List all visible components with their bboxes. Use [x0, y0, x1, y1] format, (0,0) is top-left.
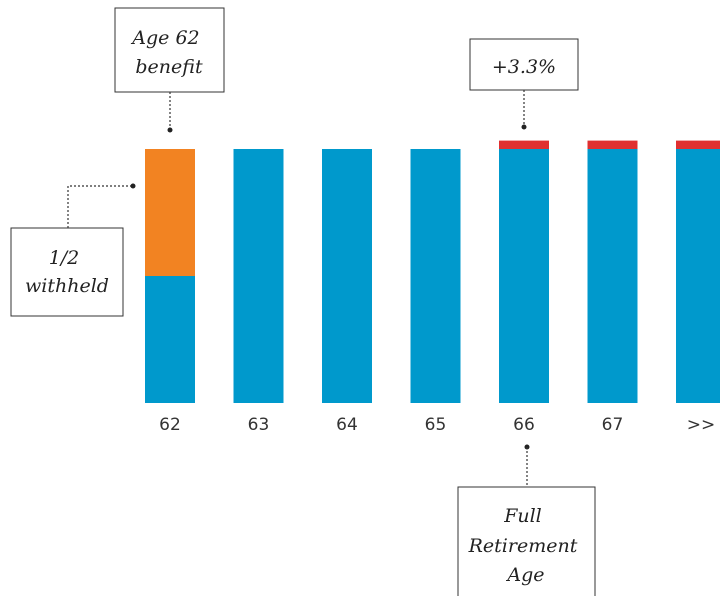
bar-increase-6	[676, 140, 720, 149]
annotation-fra-line2: Retirement	[468, 535, 578, 557]
annotation-fra-line3: Age	[505, 564, 544, 586]
bar-base-2	[322, 149, 372, 403]
x-tick-label: >>	[687, 415, 716, 435]
bar-base-1	[233, 149, 284, 403]
annotation-withheld-dot	[130, 183, 136, 189]
x-tick-label: 66	[513, 415, 535, 435]
annotation-age62-line2: benefit	[135, 56, 203, 78]
annotation-age62-line1: Age 62	[130, 27, 199, 49]
annotation-increase-dot	[521, 124, 527, 130]
annotation-withheld-line2: withheld	[25, 275, 109, 297]
annotation-withheld-box	[10, 227, 124, 317]
bar-base-6	[676, 149, 720, 403]
bar-base-0	[145, 276, 195, 403]
annotation-increase-line1: +3.3%	[492, 56, 556, 78]
annotation-age62-benefit: Age 62 benefit	[114, 7, 225, 133]
annotation-withheld-leader	[67, 185, 133, 228]
svg-text:1/2 withheld: 1/2 withheld	[25, 247, 109, 297]
annotation-full-retirement-age: Full Retirement Age	[457, 444, 596, 596]
x-tick-label: 63	[248, 415, 270, 435]
x-tick-label: 64	[336, 415, 358, 435]
svg-text:Age 62 benefit: Age 62 benefit	[130, 27, 205, 78]
annotation-age62-dot	[167, 127, 173, 133]
annotation-increase-box	[469, 38, 579, 91]
bar-base-4	[499, 149, 549, 403]
svg-text:Full Retirement Ag: Full Retirement Age	[468, 505, 584, 586]
svg-text:+3.3%: +3.3%	[492, 56, 556, 78]
bar-increase-4	[499, 140, 549, 149]
bar-increase-5	[587, 140, 638, 149]
x-tick-label: 65	[425, 415, 447, 435]
annotation-fra-box	[457, 486, 596, 596]
bar-base-5	[587, 149, 638, 403]
bar-base-3	[410, 149, 461, 403]
x-tick-label: 62	[159, 415, 181, 435]
annotation-half-withheld: 1/2 withheld	[10, 183, 136, 317]
annotation-withheld-line1: 1/2	[49, 247, 80, 269]
x-tick-label: 67	[602, 415, 624, 435]
bar-withheld-0	[145, 149, 195, 276]
x-axis-tick-labels: 62 63 64 65 66 67 >>	[159, 415, 715, 435]
bars-layer	[145, 140, 720, 403]
annotation-fra-line1: Full	[503, 505, 542, 527]
annotation-age62-box	[114, 7, 225, 93]
annotation-increase: +3.3%	[469, 38, 579, 130]
